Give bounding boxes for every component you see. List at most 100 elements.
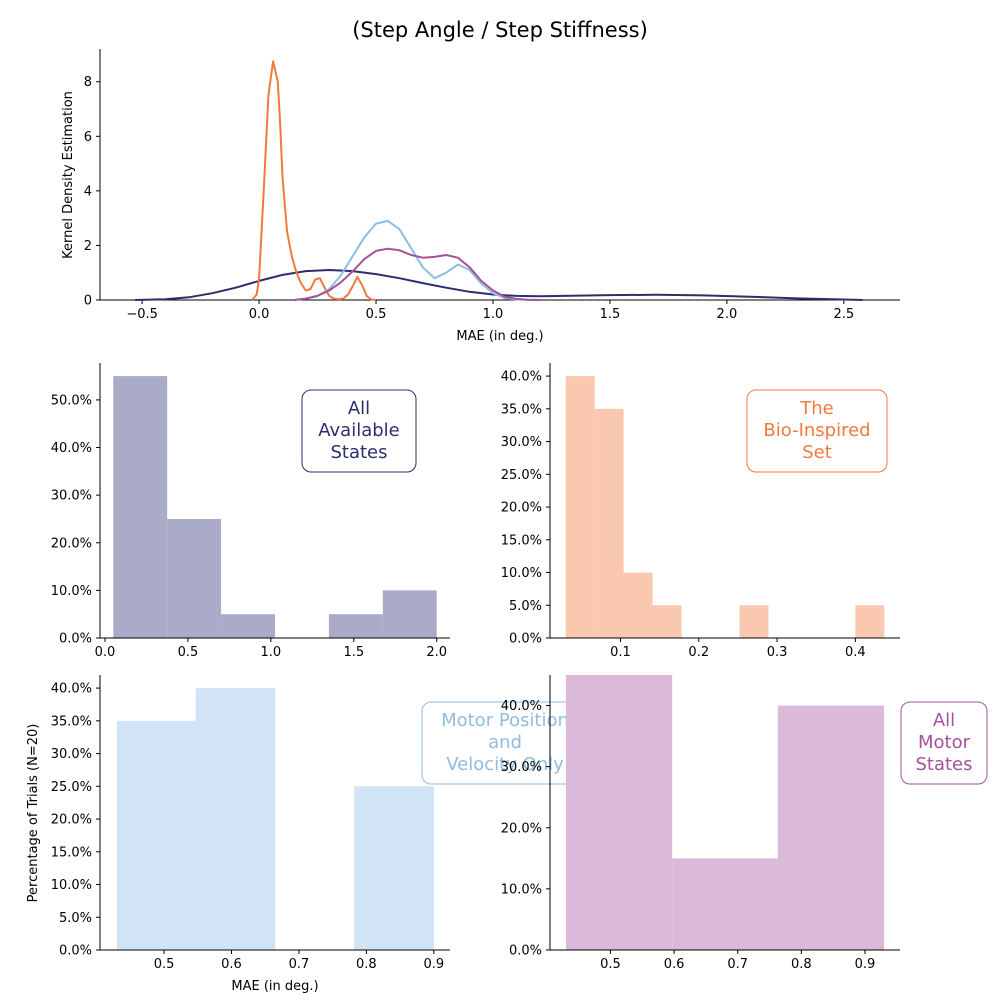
hist_bio_inspired-y-tick-label: 0.0%	[509, 632, 542, 647]
kde-y-axis-label: Kernel Density Estimation	[61, 91, 76, 259]
hist_all_motor-bar	[565, 675, 673, 950]
kde-y-tick-label: 4	[84, 184, 92, 199]
hist_all_available-y-tick-label: 10.0%	[51, 584, 92, 599]
kde-series-motor_pos_vel	[294, 219, 540, 301]
hist_all_available-y-tick-label: 30.0%	[51, 489, 92, 504]
hist_motor_pos_vel-y-tick-label: 20.0%	[51, 813, 92, 828]
hist_motor_pos_vel-y-tick-label: 10.0%	[51, 878, 92, 893]
hist_all_available-label-line: All	[348, 398, 370, 419]
hist_all_motor-x-tick-label: 0.6	[664, 957, 685, 972]
hist_bio_inspired-bar	[594, 408, 624, 638]
kde-series-bio_inspired	[251, 60, 377, 301]
hist_motor_pos_vel-label-line: Motor Position	[441, 710, 569, 731]
hist_motor_pos_vel-y-tick-label: 5.0%	[59, 911, 92, 926]
hist_bio_inspired-y-tick-label: 5.0%	[509, 599, 542, 614]
hist_all_available-chart: 0.0 0.5 1.0 1.5 2.0 0.0% 10.0% 20.0% 30.0% 40.0% 5…	[51, 363, 450, 660]
kde-y-tick-label: 2	[84, 239, 92, 254]
kde-x-tick-label: 1.0	[483, 307, 504, 322]
hist_all_available-x-tick-label: 0.5	[178, 645, 199, 660]
hist_all_available-bar	[221, 614, 275, 638]
hist_motor_pos_vel-bar	[116, 720, 196, 950]
hist_all_available-bar	[328, 614, 383, 638]
kde-x-tick-label: 0.0	[249, 307, 270, 322]
hist_motor_pos_vel-y-tick-label: 35.0%	[51, 714, 92, 729]
hist_all_available-x-tick-label: 2.0	[426, 645, 447, 660]
hist_all_motor-chart: 0.5 0.6 0.7 0.8 0.9 0.0% 10.0% 30.0% 40.0% 20.0% A…	[501, 675, 988, 972]
hist_bio_inspired-bar	[855, 605, 885, 638]
hist_all_motor-y-tick-label: 10.0%	[501, 882, 542, 897]
hist_bio_inspired-y-tick-label: 30.0%	[501, 435, 542, 450]
hist_all_motor-x-tick-label: 0.7	[727, 957, 748, 972]
hist_all_available-bar	[382, 590, 437, 638]
hist_all_available-x-tick-label: 1.0	[261, 645, 282, 660]
charts-layer: −0.5 0.0 0.5 1.0 1.5 2.0 2.5 0 2 4 6 8 0.0 0.5 1.0 1.5 2…	[51, 49, 988, 972]
kde-x-tick-label: 1.5	[600, 307, 621, 322]
hist_all_motor-label-box	[900, 701, 988, 785]
kde-x-tick-label: 2.5	[834, 307, 855, 322]
hist_bio_inspired-bar	[739, 605, 769, 638]
hist_bio_inspired-x-tick-label: 0.1	[610, 645, 631, 660]
kde-x-tick-label: 2.0	[717, 307, 738, 322]
hist_bio_inspired-label-line: Set	[802, 442, 832, 463]
hist_motor_pos_vel-y-tick-label: 30.0%	[51, 747, 92, 762]
hist_motor_pos_vel-bar	[354, 786, 434, 950]
hist_all_available-y-tick-label: 0.0%	[59, 632, 92, 647]
hist_bio_inspired-y-tick-label: 10.0%	[501, 566, 542, 581]
hist_bio_inspired-bar	[652, 605, 682, 638]
hist_motor_pos_vel-y-tick-label: 40.0%	[51, 682, 92, 697]
kde-chart: −0.5 0.0 0.5 1.0 1.5 2.0 2.5 0 2 4 6 8	[84, 49, 900, 322]
hist_bio_inspired-x-tick-label: 0.3	[767, 645, 788, 660]
hist_bio_inspired-chart: 0.1 0.2 0.3 0.4 0.0% 5.0% 10.0% 15.0% 20.0% 25.0%…	[501, 363, 900, 660]
hist_motor_pos_vel-x-tick-label: 0.8	[356, 957, 377, 972]
hist_all_available-label-line: States	[330, 442, 387, 463]
hist_motor_pos_vel-x-tick-label: 0.7	[289, 957, 310, 972]
hist_motor_pos_vel-label-line: Velocity Only	[446, 754, 564, 775]
hist_bio_inspired-bar	[565, 376, 595, 638]
hist_all_available-y-tick-label: 50.0%	[51, 393, 92, 408]
kde-y-tick-label: 6	[84, 130, 92, 145]
hist_motor_pos_vel-chart: 0.5 0.6 0.7 0.8 0.9 0.0% 5.0% 10.0% 15.0% 20.0% 25…	[51, 675, 589, 972]
figure-title: (Step Angle / Step Stiffness)	[352, 18, 648, 42]
bottom-left-x-axis-label: MAE (in deg.)	[231, 979, 318, 994]
hist_motor_pos_vel-x-tick-label: 0.6	[221, 957, 242, 972]
hist_motor_pos_vel-bar	[195, 688, 276, 950]
hist_motor_pos_vel-label-line: and	[488, 732, 522, 753]
hist_bio_inspired-label-line: The	[799, 398, 833, 419]
bottom-left-y-axis-label: Percentage of Trials (N=20)	[26, 724, 41, 903]
kde-x-axis-label: MAE (in deg.)	[456, 329, 543, 344]
hist_bio_inspired-x-tick-label: 0.4	[845, 645, 866, 660]
hist_all_available-bar	[113, 376, 168, 638]
hist_bio_inspired-y-tick-label: 15.0%	[501, 533, 542, 548]
kde-x-tick-label: 0.5	[366, 307, 387, 322]
hist_all_motor-y-tick-label: 30.0%	[501, 760, 542, 775]
hist_all_motor-x-tick-label: 0.5	[600, 957, 621, 972]
kde-x-tick-label: −0.5	[126, 307, 158, 322]
hist_all_motor-label-line: All	[933, 710, 955, 731]
hist_motor_pos_vel-y-tick-label: 15.0%	[51, 845, 92, 860]
hist_bio_inspired-y-tick-label: 20.0%	[501, 501, 542, 516]
hist_bio_inspired-x-tick-label: 0.2	[688, 645, 709, 660]
hist_all_motor-label-line: States	[915, 754, 972, 775]
hist_bio_inspired-y-tick-label: 40.0%	[501, 370, 542, 385]
hist_all_available-x-tick-label: 0.0	[95, 645, 116, 660]
hist_all_available-y-tick-label: 20.0%	[51, 536, 92, 551]
hist_all_available-label-line: Available	[318, 420, 399, 441]
hist_all_available-x-tick-label: 1.5	[343, 645, 364, 660]
hist_bio_inspired-label-box	[746, 389, 888, 473]
hist_motor_pos_vel-y-tick-label: 0.0%	[59, 944, 92, 959]
hist_motor_pos_vel-x-tick-label: 0.9	[423, 957, 444, 972]
hist_all_motor-y-tick-label: 40.0%	[501, 699, 542, 714]
hist_motor_pos_vel-x-tick-label: 0.5	[154, 957, 175, 972]
hist_all_motor-x-tick-label: 0.8	[791, 957, 812, 972]
hist_all_available-label-box	[301, 389, 417, 473]
hist_bio_inspired-y-tick-label: 25.0%	[501, 468, 542, 483]
hist_motor_pos_vel-y-tick-label: 25.0%	[51, 780, 92, 795]
hist_all_motor-bar	[777, 705, 885, 950]
kde-y-tick-label: 8	[84, 75, 92, 90]
hist_all_motor-y-tick-label: 20.0%	[501, 821, 542, 836]
hist_bio_inspired-bar	[623, 572, 653, 638]
hist_bio_inspired-label-line: Bio-Inspired	[763, 420, 870, 441]
kde-y-tick-label: 0	[84, 294, 92, 309]
kde-series-all_available	[135, 269, 863, 301]
